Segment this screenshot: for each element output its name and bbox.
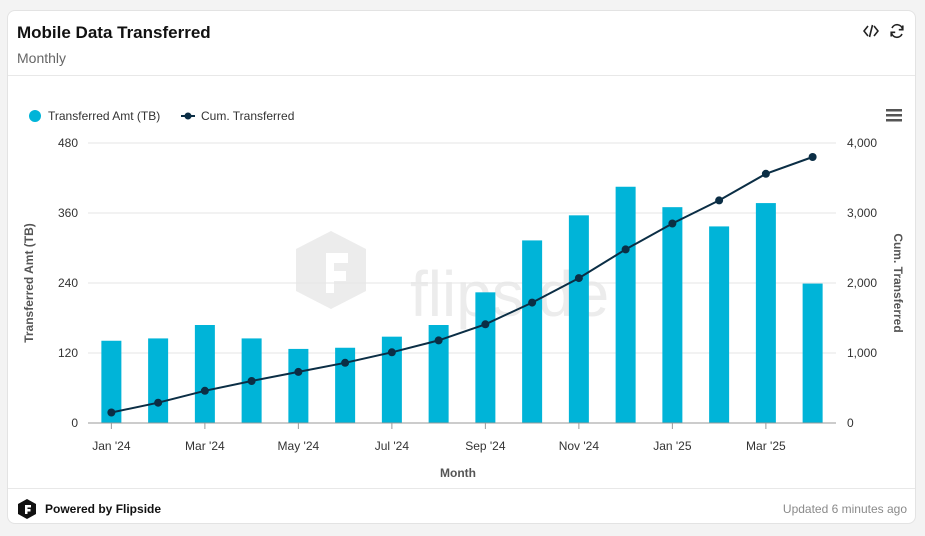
bar[interactable] <box>428 325 449 423</box>
right-tick-label: 4,000 <box>847 136 877 150</box>
bar[interactable] <box>475 292 496 423</box>
line-point[interactable] <box>715 196 724 205</box>
x-tick-label: Mar '25 <box>746 439 786 453</box>
hamburger-menu-icon[interactable] <box>886 109 902 122</box>
flipside-watermark-logo-icon <box>296 231 366 309</box>
left-axis-ticks: 0 120 240 360 480 <box>58 136 78 430</box>
cumulative-line <box>111 156 813 414</box>
footer-updated: Updated 6 minutes ago <box>782 502 907 516</box>
header-divider <box>8 75 915 76</box>
watermark: flipside <box>296 231 609 330</box>
x-tick-label: Jan '24 <box>92 439 131 453</box>
left-tick-label: 240 <box>58 276 78 290</box>
right-axis-title: Cum. Transferred <box>891 233 905 332</box>
x-axis-title: Month <box>440 466 476 480</box>
x-tick-label: Nov '24 <box>559 439 600 453</box>
chart-title: Mobile Data Transferred <box>17 23 211 42</box>
line-point[interactable] <box>294 367 303 376</box>
footer-brand[interactable]: Powered by Flipside <box>16 498 161 520</box>
right-axis-ticks: 0 1,000 2,000 3,000 4,000 <box>847 136 877 430</box>
right-tick-label: 2,000 <box>847 276 877 290</box>
bar[interactable] <box>662 207 683 423</box>
left-axis-title: Transferred Amt (TB) <box>22 223 36 343</box>
line-point[interactable] <box>621 245 630 254</box>
bar[interactable] <box>148 338 169 423</box>
legend-line-label: Cum. Transferred <box>201 109 294 123</box>
x-tick-label: Mar '24 <box>185 439 225 453</box>
bar[interactable] <box>101 340 122 423</box>
line-series <box>107 153 817 417</box>
bar[interactable] <box>709 226 730 423</box>
left-tick-label: 480 <box>58 136 78 150</box>
refresh-icon[interactable] <box>889 23 905 39</box>
footer-divider <box>8 488 915 489</box>
line-point[interactable] <box>761 169 770 178</box>
chart-subtitle: Monthly <box>17 50 67 66</box>
x-tick-label: May '24 <box>278 439 320 453</box>
x-tick-label: Jan '25 <box>653 439 692 453</box>
bar[interactable] <box>522 240 543 423</box>
line-point[interactable] <box>341 358 350 367</box>
line-point[interactable] <box>808 153 817 161</box>
footer-brand-text: Powered by Flipside <box>45 502 162 516</box>
legend-item-line[interactable]: Cum. Transferred <box>181 109 294 123</box>
bar[interactable] <box>381 336 402 423</box>
bar[interactable] <box>755 203 776 423</box>
x-axis-ticks: Jan '24 Mar '24 May '24 Jul '24 Sep '24 Nov '… <box>92 423 786 453</box>
x-tick-label: Jul '24 <box>375 439 410 453</box>
chart-area: flipside 0 120 240 360 480 0 1,000 2,000 3,000 4… <box>22 109 905 480</box>
flipside-logo-icon <box>18 499 36 519</box>
line-point[interactable] <box>107 408 116 417</box>
bar[interactable] <box>615 186 636 423</box>
legend-item-bars[interactable]: Transferred Amt (TB) <box>29 109 160 123</box>
right-tick-label: 3,000 <box>847 206 877 220</box>
bar[interactable] <box>568 215 589 423</box>
legend-bar-swatch <box>29 110 41 122</box>
right-tick-label: 0 <box>847 416 854 430</box>
line-point[interactable] <box>154 398 163 407</box>
line-point[interactable] <box>481 320 490 329</box>
line-point[interactable] <box>387 348 396 357</box>
left-tick-label: 360 <box>58 206 78 220</box>
line-point[interactable] <box>247 377 256 385</box>
line-point[interactable] <box>668 219 677 228</box>
line-point[interactable] <box>434 336 443 345</box>
line-point[interactable] <box>200 386 209 395</box>
bar[interactable] <box>194 325 215 423</box>
chart-card: Mobile Data Transferred Monthly flipside… <box>7 10 916 524</box>
header-icons <box>863 23 905 39</box>
x-tick-label: Sep '24 <box>465 439 506 453</box>
left-tick-label: 0 <box>71 416 78 430</box>
line-point[interactable] <box>574 274 583 283</box>
bar[interactable] <box>802 283 823 423</box>
left-tick-label: 120 <box>58 346 78 360</box>
legend: Transferred Amt (TB) Cum. Transferred <box>29 109 294 123</box>
legend-bar-label: Transferred Amt (TB) <box>48 109 160 123</box>
right-tick-label: 1,000 <box>847 346 877 360</box>
line-point[interactable] <box>528 298 537 307</box>
code-icon[interactable] <box>863 23 879 39</box>
bar[interactable] <box>288 348 309 423</box>
legend-line-marker <box>184 112 192 120</box>
bar[interactable] <box>335 347 356 423</box>
